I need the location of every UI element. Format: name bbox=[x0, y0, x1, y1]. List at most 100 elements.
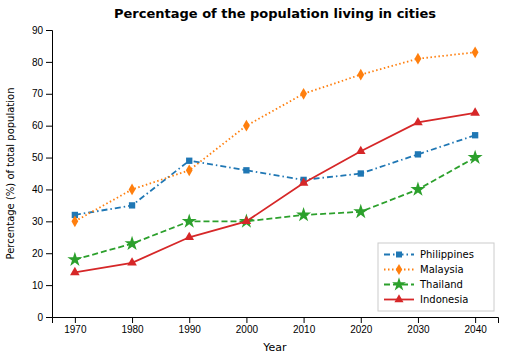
marker bbox=[470, 107, 480, 115]
tick-mark bbox=[46, 253, 52, 254]
title: Percentage of the population living in c… bbox=[114, 6, 436, 21]
tick-label: 0 bbox=[37, 312, 43, 323]
chart: 1970198019902000201020202030204001020304… bbox=[0, 0, 512, 357]
legend-marker bbox=[396, 264, 402, 275]
tick-mark bbox=[132, 317, 133, 323]
tick-label: 60 bbox=[32, 120, 44, 131]
axis-line bbox=[53, 318, 499, 324]
tick-mark bbox=[46, 317, 52, 318]
marker bbox=[410, 182, 425, 196]
tick: 0 bbox=[37, 312, 52, 323]
marker bbox=[129, 184, 136, 196]
tick: 50 bbox=[32, 152, 52, 163]
tick: 2040 bbox=[465, 317, 488, 335]
tick: 30 bbox=[32, 216, 52, 227]
tick-label: 10 bbox=[32, 280, 44, 291]
tick-mark bbox=[189, 317, 190, 323]
marker bbox=[71, 215, 78, 227]
marker bbox=[415, 53, 422, 65]
tick-label: 1980 bbox=[121, 324, 144, 335]
tick-mark bbox=[46, 158, 52, 159]
tick: 2030 bbox=[407, 317, 430, 335]
marker bbox=[472, 46, 479, 58]
legend-entry: Philippines bbox=[384, 249, 474, 260]
legend-label: Philippines bbox=[420, 249, 474, 260]
tick-label: 70 bbox=[32, 88, 44, 99]
marker bbox=[300, 88, 307, 100]
marker bbox=[357, 69, 364, 81]
legend-marker bbox=[394, 294, 403, 302]
x-axis: 1970 1980 1990 2000 2010 2020 2030 2040 bbox=[53, 317, 499, 335]
tick-label: 40 bbox=[32, 184, 44, 195]
marker bbox=[67, 252, 82, 266]
marker bbox=[353, 204, 368, 218]
marker bbox=[415, 151, 421, 157]
tick-label: 2000 bbox=[236, 324, 259, 335]
legend-entry: Indonesia bbox=[384, 294, 468, 305]
tick-mark bbox=[75, 317, 76, 323]
tick: 90 bbox=[32, 25, 52, 36]
marker bbox=[358, 170, 364, 176]
tick: 70 bbox=[32, 88, 52, 99]
tick-mark bbox=[46, 285, 52, 286]
tick: 2010 bbox=[293, 317, 316, 335]
tick-label: 1990 bbox=[179, 324, 202, 335]
tick-label: 2030 bbox=[407, 324, 430, 335]
marker bbox=[413, 117, 423, 125]
plot-area: 1970198019902000201020202030204001020304… bbox=[32, 25, 499, 335]
tick-label: 80 bbox=[32, 57, 44, 68]
marker bbox=[186, 164, 193, 176]
y-axis: 0 10 20 30 40 50 60 70 80 90 bbox=[32, 25, 53, 323]
marker bbox=[472, 132, 478, 138]
tick-label: 2040 bbox=[465, 324, 488, 335]
legend-label: Malaysia bbox=[420, 264, 464, 275]
legend-entry: Malaysia bbox=[384, 264, 464, 275]
tick-mark bbox=[46, 126, 52, 127]
tick-label: 2010 bbox=[293, 324, 316, 335]
marker bbox=[184, 232, 194, 240]
tick-mark bbox=[46, 221, 52, 222]
marker bbox=[243, 167, 249, 173]
tick-mark bbox=[46, 62, 52, 63]
marker bbox=[296, 207, 311, 221]
marker bbox=[182, 213, 197, 227]
tick-mark bbox=[246, 317, 247, 323]
y-axis-title: Percentage (%) of total population bbox=[5, 88, 16, 260]
legend-marker bbox=[392, 277, 406, 290]
marker bbox=[299, 178, 309, 186]
tick-mark bbox=[46, 94, 52, 95]
legend-label: Indonesia bbox=[420, 294, 468, 305]
marker bbox=[186, 158, 192, 164]
tick: 2000 bbox=[236, 317, 259, 335]
marker bbox=[125, 236, 140, 250]
marker bbox=[127, 257, 137, 265]
marks bbox=[67, 46, 482, 275]
legend-label: Thailand bbox=[419, 279, 463, 290]
tick-mark bbox=[418, 317, 419, 323]
tick-mark bbox=[304, 317, 305, 323]
tick: 60 bbox=[32, 120, 52, 131]
tick-mark bbox=[361, 317, 362, 323]
marker bbox=[468, 150, 483, 164]
tick: 1980 bbox=[121, 317, 144, 335]
tick-label: 1970 bbox=[64, 324, 87, 335]
tick-mark bbox=[46, 30, 52, 31]
tick-label: 20 bbox=[32, 248, 44, 259]
tick: 80 bbox=[32, 57, 52, 68]
x-axis-title: Year bbox=[262, 341, 287, 354]
tick-label: 2020 bbox=[350, 324, 373, 335]
tick: 40 bbox=[32, 184, 52, 195]
tick: 10 bbox=[32, 280, 52, 291]
line bbox=[75, 52, 475, 221]
tick: 2020 bbox=[350, 317, 373, 335]
legend-entry: Thailand bbox=[384, 277, 463, 290]
tick: 1990 bbox=[179, 317, 202, 335]
legend-marker bbox=[396, 252, 402, 258]
axis-line bbox=[46, 31, 53, 318]
tick-label: 90 bbox=[32, 25, 44, 36]
marker bbox=[239, 213, 254, 227]
tick-label: 30 bbox=[32, 216, 44, 227]
marker bbox=[356, 146, 366, 154]
tick: 1970 bbox=[64, 317, 87, 335]
legend: Philippines Malaysia Thailand Indonesia bbox=[378, 243, 494, 311]
